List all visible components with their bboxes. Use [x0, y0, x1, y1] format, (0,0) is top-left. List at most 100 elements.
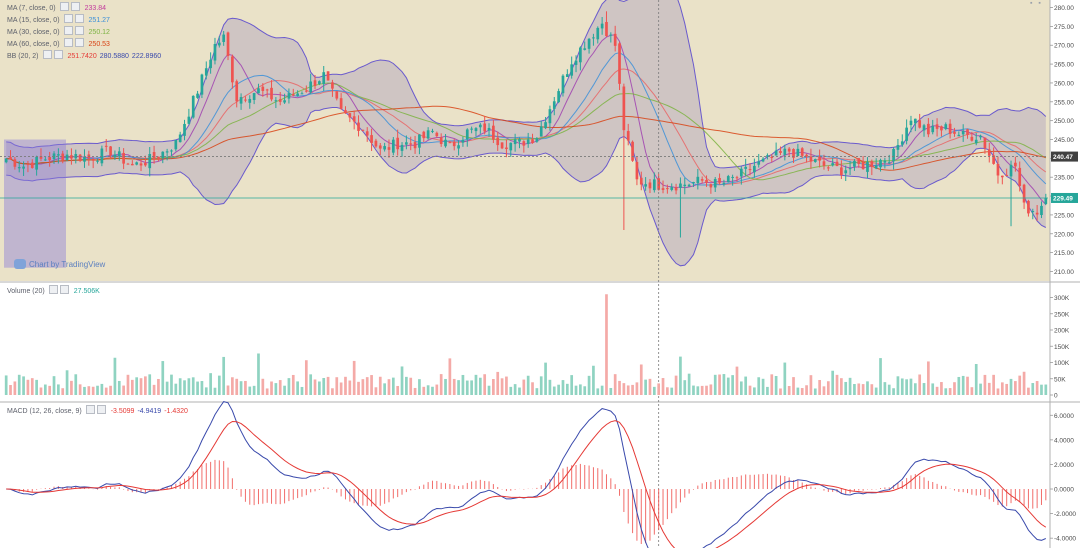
candle-body — [753, 165, 756, 173]
volume-bar — [209, 373, 212, 395]
volume-bar — [579, 384, 582, 395]
volume-bar — [652, 386, 656, 395]
volume-bar — [213, 387, 217, 395]
candle-body — [922, 125, 926, 131]
settings-icon[interactable] — [74, 26, 84, 35]
volume-bar — [391, 377, 395, 395]
candle-body — [500, 142, 504, 149]
price-legend-row[interactable]: BB (20, 2) 251.7420 280.5880 222.8960 — [7, 50, 161, 62]
volume-bar — [257, 353, 260, 395]
settings-icon[interactable] — [70, 2, 80, 11]
macd-axis-label: -4.0000 — [1054, 536, 1076, 543]
candle-body — [826, 167, 830, 169]
volume-bar — [957, 376, 961, 395]
price-legend-row[interactable]: MA (15, close, 0) 251.27 — [7, 14, 161, 26]
price-axis-label: 215.00 — [1054, 250, 1074, 257]
candle-body — [365, 131, 369, 136]
volume-bar — [666, 387, 669, 395]
price-legend-row[interactable]: MA (30, close, 0) 250.12 — [7, 26, 161, 38]
price-legend-value: 251.27 — [88, 17, 110, 24]
candle-body — [239, 97, 243, 104]
volume-bar — [235, 378, 239, 395]
price-legend-row[interactable]: MA (7, close, 0) 233.84 — [7, 2, 161, 14]
visibility-toggle-icon[interactable] — [63, 26, 73, 35]
settings-icon[interactable] — [59, 285, 69, 294]
candle-body — [226, 32, 230, 56]
volume-bar — [927, 361, 930, 395]
candle-body — [744, 166, 748, 169]
candle-body — [9, 157, 12, 160]
volume-bar — [65, 370, 69, 395]
candle-body — [339, 98, 343, 109]
candle-body — [448, 142, 452, 144]
candle-body — [144, 162, 147, 166]
volume-bar — [1044, 384, 1048, 395]
candle-body — [996, 163, 1000, 176]
volume-bar — [922, 383, 926, 395]
settings-icon[interactable] — [53, 50, 63, 59]
volume-bar — [452, 378, 456, 395]
volume-bar — [726, 377, 730, 395]
volume-bar — [883, 382, 887, 395]
macd-legend-row[interactable]: MACD (12, 26, close, 9) -3.5099 -4.9419 -1.… — [7, 405, 188, 417]
candle-body — [257, 88, 260, 94]
candle-body — [335, 91, 339, 99]
visibility-toggle-icon[interactable] — [42, 50, 52, 59]
volume-bar — [731, 375, 734, 395]
candle-body — [792, 149, 795, 158]
volume-bar — [870, 384, 874, 395]
candle-body — [557, 91, 560, 103]
volume-bar — [457, 380, 460, 395]
candle-body — [583, 48, 587, 50]
settings-icon[interactable] — [96, 405, 106, 414]
candle-body — [135, 162, 139, 165]
volume-bar — [887, 384, 891, 395]
volume-bar — [557, 384, 560, 395]
volume-legend-row[interactable]: Volume (20) 27.506K — [7, 285, 100, 297]
volume-bar — [431, 386, 434, 395]
volume-bar — [361, 379, 365, 395]
candle-body — [52, 153, 56, 160]
candle-body — [170, 150, 173, 152]
visibility-toggle-icon[interactable] — [48, 285, 58, 294]
volume-bar — [639, 364, 643, 395]
volume-bar — [296, 381, 299, 395]
tradingview-watermark[interactable]: Chart by TradingView — [14, 259, 105, 269]
candle-body — [35, 156, 38, 170]
volume-bar — [770, 374, 774, 395]
volume-bar — [1040, 384, 1043, 395]
settings-icon[interactable] — [74, 14, 84, 23]
candle-body — [683, 184, 687, 187]
candle-body — [22, 166, 25, 169]
candle-body — [70, 155, 73, 159]
price-legend-row[interactable]: MA (60, close, 0) 250.53 — [7, 38, 161, 50]
volume-bar — [370, 375, 373, 395]
candle-body — [587, 38, 591, 49]
candle-body — [431, 130, 434, 132]
candle-body — [304, 90, 308, 92]
visibility-toggle-icon[interactable] — [63, 14, 73, 23]
volume-bar — [322, 377, 326, 395]
volume-bar — [478, 377, 482, 395]
volume-bar — [753, 387, 756, 395]
visibility-toggle-icon[interactable] — [63, 38, 73, 47]
candle-body — [278, 99, 282, 102]
candle-body — [148, 154, 152, 169]
volume-bar — [635, 382, 639, 395]
volume-bar — [613, 374, 617, 395]
volume-bar — [418, 379, 421, 395]
chart-settings-icons[interactable]: ▪ ▪ — [1030, 0, 1043, 7]
visibility-toggle-icon[interactable] — [59, 2, 69, 11]
volume-bar — [718, 374, 721, 395]
settings-icon[interactable] — [74, 38, 84, 47]
volume-bar — [748, 385, 752, 395]
candle-body — [231, 56, 234, 83]
volume-bar — [470, 380, 473, 395]
candle-body — [670, 187, 674, 190]
visibility-toggle-icon[interactable] — [85, 405, 95, 414]
volume-bar — [644, 379, 647, 395]
candle-body — [813, 159, 817, 162]
volume-bar — [561, 380, 565, 395]
